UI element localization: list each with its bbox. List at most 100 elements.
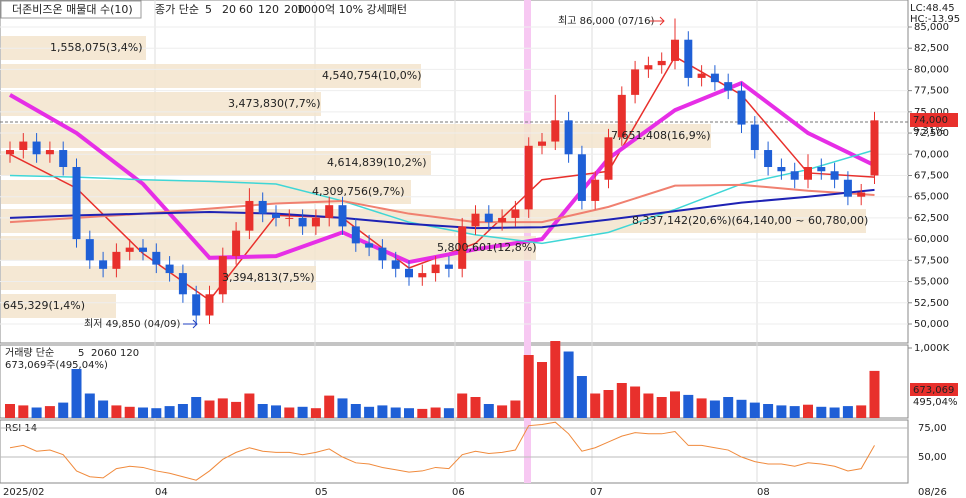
x-tick-label: 05: [315, 487, 328, 498]
volume-bar: [271, 405, 281, 418]
volume-bar: [71, 369, 82, 418]
volume-bar: [563, 351, 574, 418]
y-tick-label: 55,000: [914, 277, 949, 288]
legend-label: 60: [239, 3, 253, 16]
volume-bar: [443, 408, 454, 418]
candle-body: [804, 167, 812, 180]
y-tick-label: 50,000: [914, 319, 949, 330]
profile-band: [1, 266, 316, 290]
volume-bar: [856, 405, 867, 418]
volume-bar: [510, 400, 521, 418]
candle-body: [218, 256, 227, 295]
volume-bar: [776, 405, 787, 418]
volume-bar: [576, 376, 587, 418]
volume-bar: [749, 402, 760, 418]
volume-bar: [683, 394, 694, 418]
candle-body: [232, 230, 241, 257]
candle-body: [72, 167, 81, 240]
profile-label: 5,800,601(12,8%): [437, 241, 537, 254]
high-note: 최고 86,000 (07/16): [558, 15, 654, 27]
ma-line: [9, 188, 875, 230]
volume-bar: [670, 391, 680, 418]
candle-body: [591, 179, 600, 201]
candle-body: [617, 94, 626, 138]
candle-body: [45, 150, 54, 155]
volume-bar: [44, 406, 55, 418]
candle-body: [790, 171, 799, 180]
candle-body: [444, 264, 453, 269]
volume-bar: [350, 404, 361, 418]
candle-body: [59, 150, 68, 168]
candle-body: [32, 141, 41, 155]
volume-bar: [497, 405, 508, 418]
candle-body: [710, 73, 719, 83]
volume-bar: [390, 407, 401, 418]
volume-bar: [763, 404, 774, 418]
volume-bar: [204, 400, 215, 418]
volume-bar: [284, 407, 295, 418]
candle-body: [843, 179, 852, 197]
y-tick-label: 65,000: [914, 192, 949, 203]
volume-bar: [337, 398, 348, 418]
volume-box: [910, 383, 958, 396]
ma-title: 종가 단순: [155, 3, 199, 16]
volume-bar: [18, 405, 29, 418]
legend-label: 60: [104, 348, 117, 359]
volume-bar: [404, 408, 414, 418]
volume-bar: [98, 400, 109, 418]
volume-bar: [191, 397, 202, 418]
candle-body: [724, 82, 733, 91]
y-tick-label: 1,000K: [914, 343, 950, 354]
y-tick-label: 75,00: [918, 423, 947, 434]
y-tick-label: 60,000: [914, 234, 949, 245]
candle-body: [857, 192, 866, 197]
candle-body: [684, 39, 693, 78]
candle-body: [272, 213, 280, 218]
candle-body: [325, 205, 334, 218]
volume-bar: [324, 395, 335, 418]
candle-body: [484, 213, 493, 223]
y-tick-label: 72,500: [914, 128, 949, 139]
candle-body: [524, 145, 533, 210]
legend-label: 120: [258, 3, 279, 16]
y-tick-label: 62,500: [914, 213, 949, 224]
candle-body: [6, 150, 14, 155]
y-tick-label: 75,000: [914, 107, 949, 118]
volume-bar: [630, 386, 641, 418]
volume-bar: [457, 393, 468, 418]
profile-label: 4,614,839(10,2%): [327, 156, 427, 169]
candle-body: [511, 209, 520, 218]
volume-bar: [217, 398, 228, 418]
candle-body: [152, 251, 161, 265]
candle-body: [631, 69, 640, 95]
volume-bar: [590, 393, 601, 418]
candle-body: [165, 264, 174, 274]
volume-bar: [364, 406, 375, 418]
candle-body: [471, 213, 480, 227]
candle-body: [551, 120, 560, 142]
x-tick-label: 06: [452, 487, 465, 498]
volume-title: 거래량 단순: [5, 347, 54, 359]
volume-bar: [537, 362, 547, 418]
candle-body: [245, 200, 254, 231]
y-tick-label: 80,000: [914, 64, 949, 75]
y-tick-label: 85,000: [914, 22, 949, 33]
profile-label: 4,309,756(9,7%): [312, 185, 405, 198]
profile-label: 3,473,830(7,7%): [228, 97, 321, 110]
candle-body: [870, 120, 879, 176]
volume-bar: [803, 404, 813, 418]
candle-body: [777, 167, 786, 172]
volume-bar: [31, 407, 42, 418]
candle-body: [538, 141, 546, 146]
candle-body: [311, 217, 320, 227]
y-tick-label: 70,000: [914, 149, 949, 160]
profile-label: 4,540,754(10,0%): [322, 69, 422, 82]
profile-label: 1,558,075(3,4%): [50, 41, 143, 54]
volume-bar: [297, 406, 308, 418]
candle-body: [750, 124, 759, 151]
x-tick-label: 2025/02: [3, 487, 45, 498]
candle-body: [737, 90, 746, 125]
volume-bar: [151, 408, 162, 418]
arrow: [183, 319, 198, 329]
candle-body: [697, 73, 706, 78]
